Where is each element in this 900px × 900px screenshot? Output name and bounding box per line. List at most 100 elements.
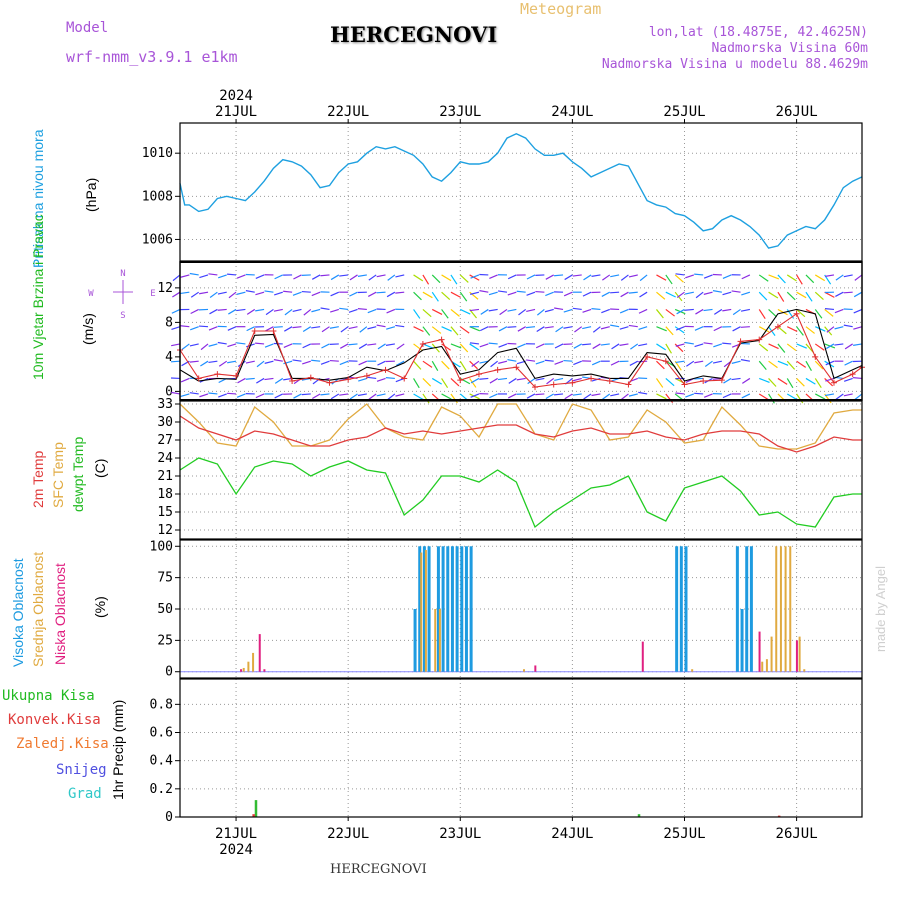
wind-arrow	[582, 308, 592, 313]
top-day-label-4: 25JUL	[663, 104, 705, 120]
wind-arrow	[796, 378, 805, 387]
wind-arrow	[450, 377, 460, 387]
cloud-bar	[464, 546, 468, 672]
cloud-ytick-label-1: 25	[157, 633, 173, 648]
wind-arrow	[629, 360, 639, 366]
wind-arrow	[292, 359, 302, 362]
wind-arrow	[413, 378, 420, 389]
wind-arrow	[507, 274, 517, 280]
gust-marker	[457, 377, 464, 384]
wind-arrow	[601, 291, 611, 297]
wind-arrow	[283, 290, 293, 293]
wind-arrow	[656, 326, 667, 332]
wind-arrow	[554, 377, 564, 382]
wind-arrow	[554, 343, 564, 349]
cloud-bar	[775, 546, 778, 672]
gust-marker	[326, 379, 333, 386]
cloud-bar	[740, 609, 744, 672]
wind-arrow	[227, 392, 237, 395]
wind-arrow	[283, 377, 293, 381]
wind-arrow	[480, 308, 489, 315]
wind-arrow	[656, 274, 667, 281]
wind-arrow	[843, 377, 853, 382]
wind-arrow	[675, 343, 685, 347]
wind-arrow	[572, 274, 582, 277]
wind-arrow	[256, 377, 265, 384]
cloud-bar	[770, 636, 773, 672]
wind-arrow	[684, 291, 694, 295]
wind-arrow	[686, 360, 695, 367]
pressure-ytick-label-0: 1006	[142, 232, 173, 247]
cloud-bar	[438, 609, 441, 672]
wind-arrow	[814, 360, 824, 370]
wind-arrow	[824, 308, 835, 311]
wind-arrow	[236, 274, 246, 279]
wind-arrow	[825, 393, 835, 397]
precip-ytick-label-2: 0.4	[150, 754, 174, 769]
wind-arrow	[844, 360, 853, 366]
wind-arrow	[208, 273, 218, 276]
wind-arrow	[814, 309, 823, 319]
wind-arrow	[834, 308, 844, 314]
bottom-day-label-4: 25JUL	[663, 826, 705, 842]
wind-arrow	[368, 393, 377, 400]
wind-arrow	[199, 393, 209, 398]
wind-arrow	[814, 378, 822, 388]
wind-arrow	[526, 308, 536, 313]
wind-arrow	[292, 291, 302, 296]
wind-arrow	[246, 308, 256, 315]
wind-arrow	[582, 326, 592, 330]
wind-arrow	[703, 291, 713, 295]
wind-arrow	[563, 326, 573, 329]
compass-s: S	[120, 311, 125, 321]
cloud-bar	[534, 665, 537, 672]
wind-arrow	[786, 360, 796, 370]
wind-arrow	[422, 274, 430, 285]
wind-arrow	[264, 343, 274, 348]
wind-arrow	[227, 273, 237, 276]
wind-arrow	[854, 274, 863, 281]
wind-arrow	[190, 291, 200, 298]
wind-arrow	[574, 326, 583, 333]
wind-arrow	[264, 360, 274, 364]
model-name: wrf-nmm_v3.9.1 e1km	[66, 48, 238, 66]
wind-arrow	[265, 326, 274, 332]
wind-arrow	[591, 377, 601, 382]
temp-ytick-label-6: 30	[157, 415, 173, 430]
wind-arrow	[517, 326, 526, 332]
cloud-bar	[641, 641, 644, 672]
wind-arrow	[172, 291, 181, 298]
wind-arrow	[758, 291, 768, 301]
wind-arrow	[768, 378, 777, 387]
wind-arrow	[190, 326, 199, 331]
wind-arrow	[545, 274, 554, 280]
wind-arrow	[815, 393, 826, 400]
wind-arrow	[470, 274, 480, 279]
wind-arrow	[359, 326, 368, 333]
wind-arrow	[600, 326, 610, 330]
cloud-bar	[434, 609, 437, 672]
dewpt-line	[179, 457, 862, 529]
wind-arrow	[602, 393, 611, 400]
wind-arrow	[768, 274, 780, 280]
wind-arrow	[395, 324, 405, 328]
wind-arrow	[638, 360, 648, 363]
wind-arrow	[630, 343, 639, 350]
wind-arrow	[479, 377, 489, 380]
wind-arrow	[489, 377, 498, 384]
wind-arrow	[713, 326, 723, 332]
wind-arrow	[554, 360, 564, 365]
wind-arrow	[768, 291, 779, 299]
wind-arrow	[563, 308, 573, 313]
wind-arrow	[610, 274, 620, 278]
wind-arrow	[732, 308, 741, 316]
wind-arrow	[441, 274, 452, 282]
wind-arrow	[469, 326, 481, 332]
wind-arrow	[422, 343, 434, 349]
wind-arrow	[301, 393, 311, 396]
wind-arrow	[685, 274, 695, 279]
cloud-bar	[258, 634, 261, 672]
wind-arrow	[655, 309, 664, 319]
wind-arrow	[255, 291, 265, 296]
wind-arrow	[311, 308, 321, 313]
